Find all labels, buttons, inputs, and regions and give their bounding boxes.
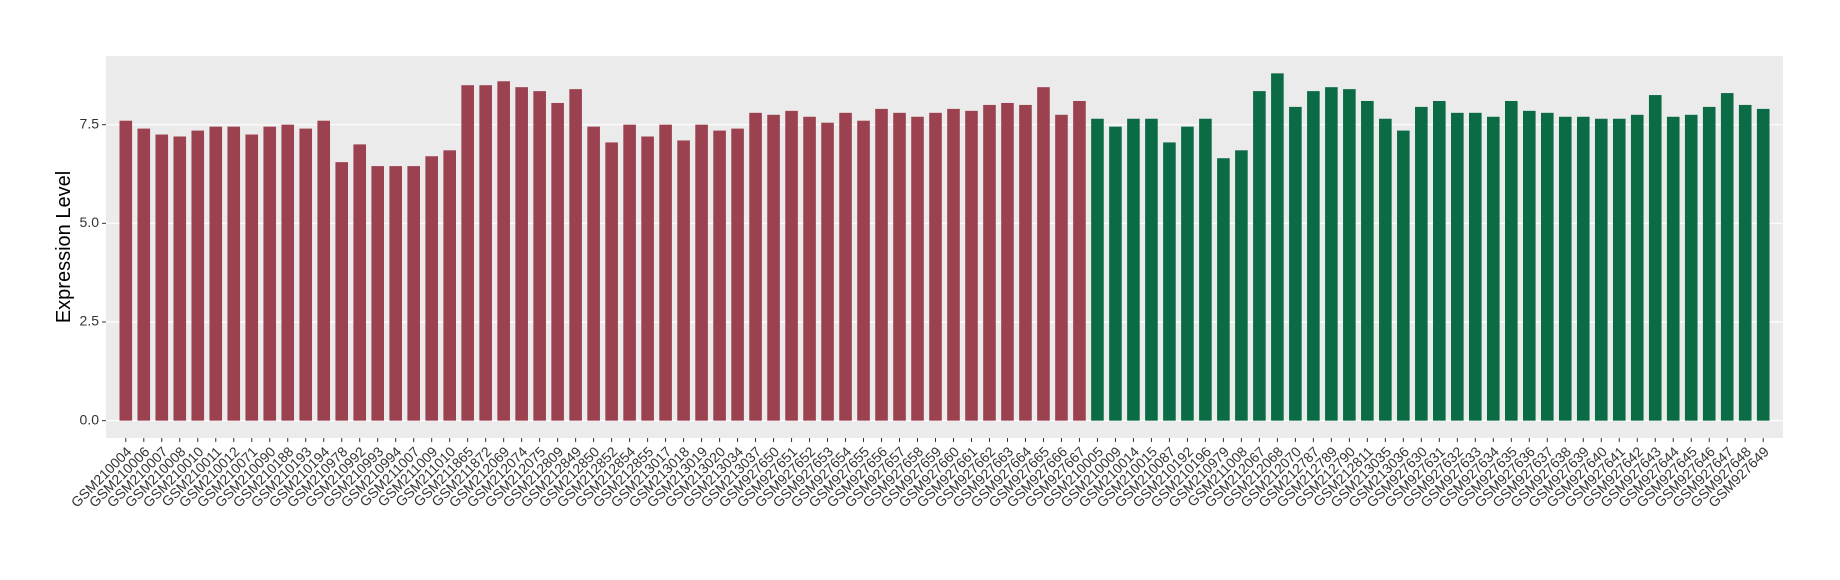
bar bbox=[1630, 114, 1644, 421]
bar bbox=[1163, 142, 1176, 421]
bar bbox=[317, 120, 331, 421]
bar bbox=[173, 136, 187, 421]
bar bbox=[299, 128, 313, 421]
y-tick-label: 2.5 bbox=[80, 313, 100, 329]
bar bbox=[263, 126, 277, 421]
bar bbox=[983, 104, 996, 421]
bar bbox=[281, 124, 295, 421]
bar bbox=[1073, 100, 1086, 421]
bar bbox=[911, 116, 924, 421]
bar bbox=[677, 140, 690, 421]
bar bbox=[1756, 108, 1770, 421]
bar bbox=[1217, 158, 1230, 421]
bar bbox=[605, 142, 618, 421]
bar bbox=[1343, 89, 1356, 421]
bar bbox=[1540, 112, 1554, 421]
bar bbox=[1504, 100, 1518, 421]
bar bbox=[497, 81, 510, 421]
bar bbox=[425, 156, 438, 421]
bar bbox=[461, 85, 474, 421]
bar bbox=[623, 124, 636, 421]
bar bbox=[119, 120, 133, 421]
bar bbox=[1181, 126, 1194, 421]
bar bbox=[641, 136, 654, 421]
bar bbox=[587, 126, 600, 421]
bar bbox=[1648, 95, 1662, 421]
bar bbox=[875, 108, 888, 421]
bar bbox=[1037, 87, 1050, 421]
bar bbox=[371, 166, 385, 421]
bar bbox=[1289, 106, 1302, 421]
bar bbox=[1325, 87, 1338, 421]
bar bbox=[1451, 112, 1464, 421]
bar bbox=[1469, 112, 1482, 421]
y-tick-label: 5.0 bbox=[80, 214, 100, 230]
bar bbox=[137, 128, 151, 421]
bar bbox=[1271, 73, 1284, 421]
bar bbox=[839, 112, 852, 421]
bar bbox=[1684, 114, 1698, 421]
bar bbox=[1576, 116, 1590, 421]
bar bbox=[803, 116, 816, 421]
bar bbox=[1127, 118, 1140, 421]
bar bbox=[1253, 91, 1266, 421]
bar bbox=[353, 144, 367, 421]
bar bbox=[1612, 118, 1626, 421]
bar bbox=[1397, 130, 1410, 421]
bar bbox=[245, 134, 259, 421]
bar bbox=[947, 108, 960, 421]
bar bbox=[533, 91, 546, 421]
bar bbox=[1433, 100, 1446, 421]
bar bbox=[929, 112, 942, 421]
bar bbox=[767, 114, 780, 421]
bar bbox=[1415, 106, 1428, 421]
y-axis-title: Expression Level bbox=[53, 171, 75, 323]
bar bbox=[1558, 116, 1572, 421]
bar bbox=[515, 87, 528, 421]
bar bbox=[731, 128, 744, 421]
y-tick-label: 0.0 bbox=[80, 411, 100, 427]
bar bbox=[1055, 114, 1068, 421]
bar bbox=[695, 124, 708, 421]
bar bbox=[1001, 102, 1014, 421]
bar bbox=[443, 150, 456, 421]
bar bbox=[1145, 118, 1158, 421]
bar bbox=[1307, 91, 1320, 421]
bar bbox=[191, 130, 205, 421]
bar bbox=[893, 112, 906, 421]
bar bbox=[1379, 118, 1392, 421]
bar bbox=[1487, 116, 1500, 421]
bar bbox=[1091, 118, 1104, 421]
bar bbox=[1361, 100, 1374, 421]
bar bbox=[479, 85, 492, 421]
bar bbox=[227, 126, 241, 421]
bar bbox=[1594, 118, 1608, 421]
bar bbox=[389, 166, 402, 421]
bar bbox=[1019, 104, 1032, 421]
bar bbox=[1702, 106, 1716, 421]
bar bbox=[713, 130, 726, 421]
bar bbox=[1738, 104, 1752, 421]
bar bbox=[335, 162, 349, 421]
bar bbox=[1109, 126, 1122, 421]
bar bbox=[749, 112, 762, 421]
bar bbox=[1235, 150, 1248, 421]
bar bbox=[551, 102, 564, 421]
bar bbox=[1199, 118, 1212, 421]
bar bbox=[785, 110, 798, 421]
bar bbox=[1522, 110, 1536, 421]
panel bbox=[106, 56, 1783, 438]
bar bbox=[407, 166, 420, 421]
bar bbox=[965, 110, 978, 421]
bar bbox=[857, 120, 870, 421]
y-tick-label: 7.5 bbox=[80, 115, 100, 131]
bar bbox=[1720, 93, 1734, 421]
bar bbox=[821, 122, 834, 421]
bar bbox=[1666, 116, 1680, 421]
bar bbox=[569, 89, 582, 421]
bar bbox=[659, 124, 672, 421]
bar bbox=[155, 134, 169, 421]
bar bbox=[209, 126, 223, 421]
